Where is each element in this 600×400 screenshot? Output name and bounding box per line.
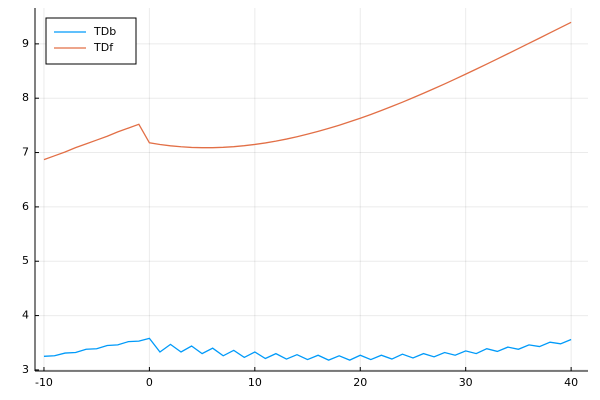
x-tick-label: 10 <box>248 376 262 389</box>
y-tick-label: 6 <box>22 200 29 213</box>
x-tick-label: -10 <box>35 376 53 389</box>
y-tick-label: 5 <box>22 254 29 267</box>
y-tick-label: 7 <box>22 146 29 159</box>
y-tick-label: 8 <box>22 91 29 104</box>
legend-label: TDb <box>93 25 116 38</box>
legend-label: TDf <box>93 41 114 54</box>
x-tick-label: 20 <box>353 376 367 389</box>
x-tick-label: 40 <box>564 376 578 389</box>
x-tick-label: 30 <box>459 376 473 389</box>
y-tick-label: 9 <box>22 37 29 50</box>
legend-box <box>45 17 137 65</box>
y-tick-label: 3 <box>22 363 29 376</box>
series-line <box>43 337 572 361</box>
x-tick-label: 0 <box>146 376 153 389</box>
series-line <box>43 21 572 161</box>
y-tick-label: 4 <box>22 309 29 322</box>
